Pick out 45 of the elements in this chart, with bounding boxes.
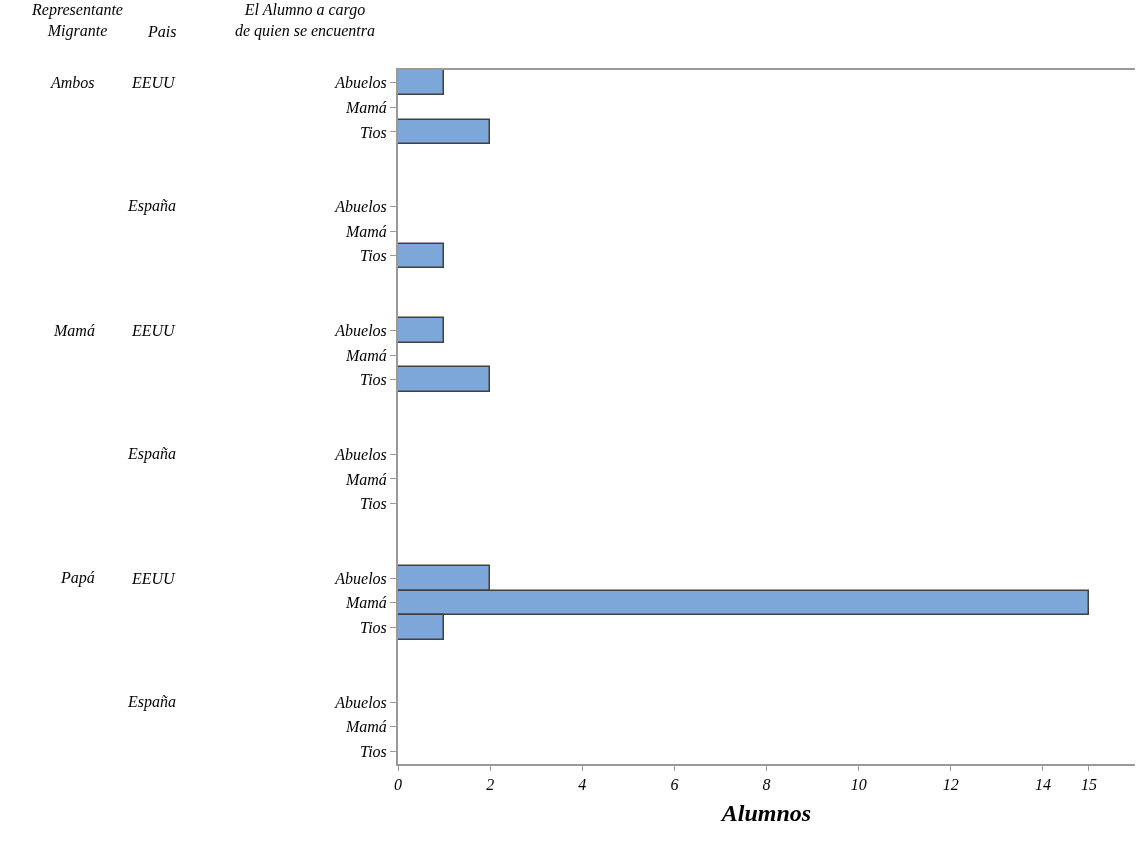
y-tick-label: Mamá [344,594,387,612]
y-tick-label: Tios [360,247,387,265]
y-tick-label: Abuelos [334,197,387,215]
x-axis-title: Alumnos [719,800,812,826]
x-tick-label: 0 [394,776,402,794]
y-tick-label: Mamá [344,346,387,364]
text: España [127,693,176,711]
x-tick-label: 4 [578,776,587,794]
x-tick-label: 8 [762,776,771,794]
y-tick-label: Mamá [344,222,387,240]
y-tick-label: Tios [360,619,387,637]
x-tick-label: 2 [486,776,495,794]
y-tick-label: Mamá [344,98,387,116]
x-tick-label: 15 [1080,776,1097,794]
bar [398,118,490,144]
y-tick-label: Abuelos [334,321,387,339]
text: EEUU [131,570,177,587]
text: EEUU [131,322,177,339]
y-tick-label: Mamá [344,718,387,736]
y-tick-label: Abuelos [334,569,387,587]
text: España [127,445,176,463]
bar [398,70,444,95]
text: Representante Migrante [31,1,123,40]
bar [398,316,444,343]
y-tick-label: Tios [360,743,387,761]
y-tick-label: Abuelos [334,73,387,91]
text: España [127,197,176,215]
x-tick-label: 12 [942,776,959,794]
y-tick-label: Abuelos [334,445,387,463]
text: Pais [147,23,177,40]
text: Ambos [50,74,95,91]
y-tick-label: Abuelos [334,693,387,711]
text: EEUU [131,74,177,91]
y-tick-label: Tios [360,495,387,513]
x-tick-label: 14 [1034,776,1051,794]
bar [398,242,444,268]
bar [398,365,490,392]
y-tick-label: Tios [360,123,387,141]
x-tick-label: 6 [670,776,679,794]
y-tick-label: Tios [360,371,387,389]
text: El Alumno a cargo de quien se encuentra [235,1,375,40]
text: Papá [60,569,95,587]
x-tick-label: 10 [850,776,867,794]
text: Mamá [53,322,95,339]
y-tick-label: Mamá [344,470,387,488]
